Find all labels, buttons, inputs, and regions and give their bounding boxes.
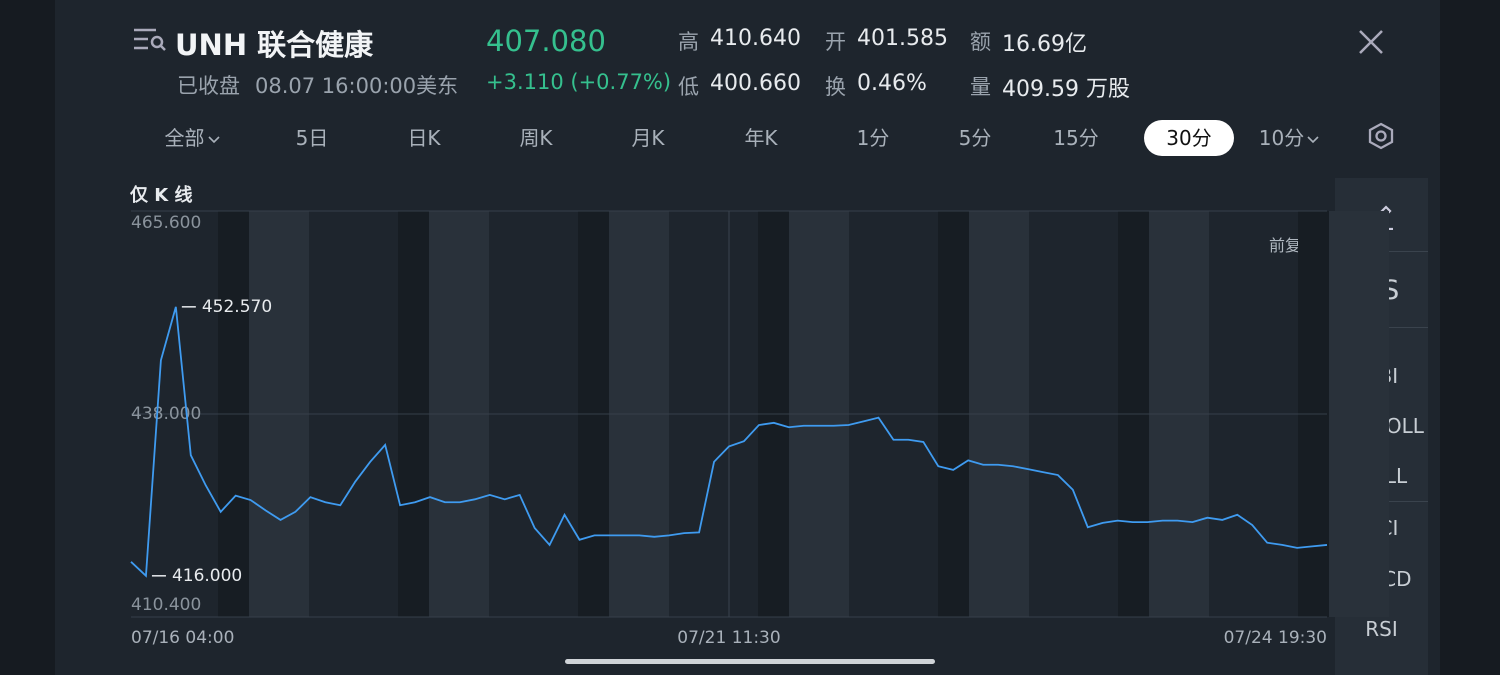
tab[interactable]: 年K [744, 126, 778, 150]
stat-label: 量 [970, 75, 991, 99]
stat-value: 410.640 [710, 26, 801, 51]
time: 08.07 16:00:00美东 [255, 74, 459, 98]
y-tick-label: 438.000 [131, 404, 201, 424]
tab[interactable]: 周K [519, 126, 553, 150]
tab[interactable]: 10分 [1244, 120, 1334, 156]
stat-value: 16.69亿 [1002, 32, 1087, 57]
stat-label: 额 [970, 30, 991, 54]
tab[interactable]: 5日 [295, 126, 329, 150]
x-tick-label: 07/21 11:30 [677, 628, 780, 648]
stat-value: 401.585 [857, 26, 948, 51]
annotation-label: 452.570 [202, 297, 272, 317]
y-tick-label: 465.600 [131, 213, 201, 233]
x-tick-label: 07/24 19:30 [1224, 628, 1327, 648]
x-tick-label: 07/16 04:00 [131, 628, 234, 648]
close-button[interactable] [1357, 28, 1387, 58]
tab[interactable]: 日K [407, 126, 441, 150]
tab[interactable]: 月K [631, 126, 665, 150]
menu-icon[interactable] [132, 26, 168, 54]
chart-mode[interactable]: 仅 K 线 [130, 185, 193, 206]
y-tick-label: 410.400 [131, 595, 201, 615]
chevron [1307, 136, 1319, 144]
price-line [130, 306, 1328, 578]
stat-label: 开 [825, 30, 846, 54]
tab[interactable]: 30分 [1144, 120, 1234, 156]
stat-label: 换 [825, 75, 846, 99]
change: +3.110 (+0.77%) [486, 70, 672, 94]
settings-icon[interactable] [1367, 122, 1397, 152]
tab[interactable]: 5分 [958, 126, 992, 150]
tab[interactable]: 15分 [1053, 126, 1099, 150]
indicator-item[interactable]: RSI [1365, 617, 1398, 641]
stat-value: 0.46% [857, 71, 927, 96]
stat-value: 400.660 [710, 71, 801, 96]
tab[interactable]: 全部 [147, 120, 237, 156]
price: 407.080 [486, 24, 606, 58]
status: 已收盘 [177, 74, 240, 98]
annotation-label: 416.000 [172, 566, 242, 586]
symbol-title: UNH 联合健康 [175, 28, 374, 62]
stat-label: 低 [678, 75, 699, 99]
stat-value: 409.59 万股 [1002, 77, 1130, 102]
bg-stripe [1329, 211, 1389, 617]
home-indicator [565, 659, 935, 664]
stat-label: 高 [678, 30, 699, 54]
tab[interactable]: 1分 [856, 126, 890, 150]
chevron [207, 136, 220, 144]
